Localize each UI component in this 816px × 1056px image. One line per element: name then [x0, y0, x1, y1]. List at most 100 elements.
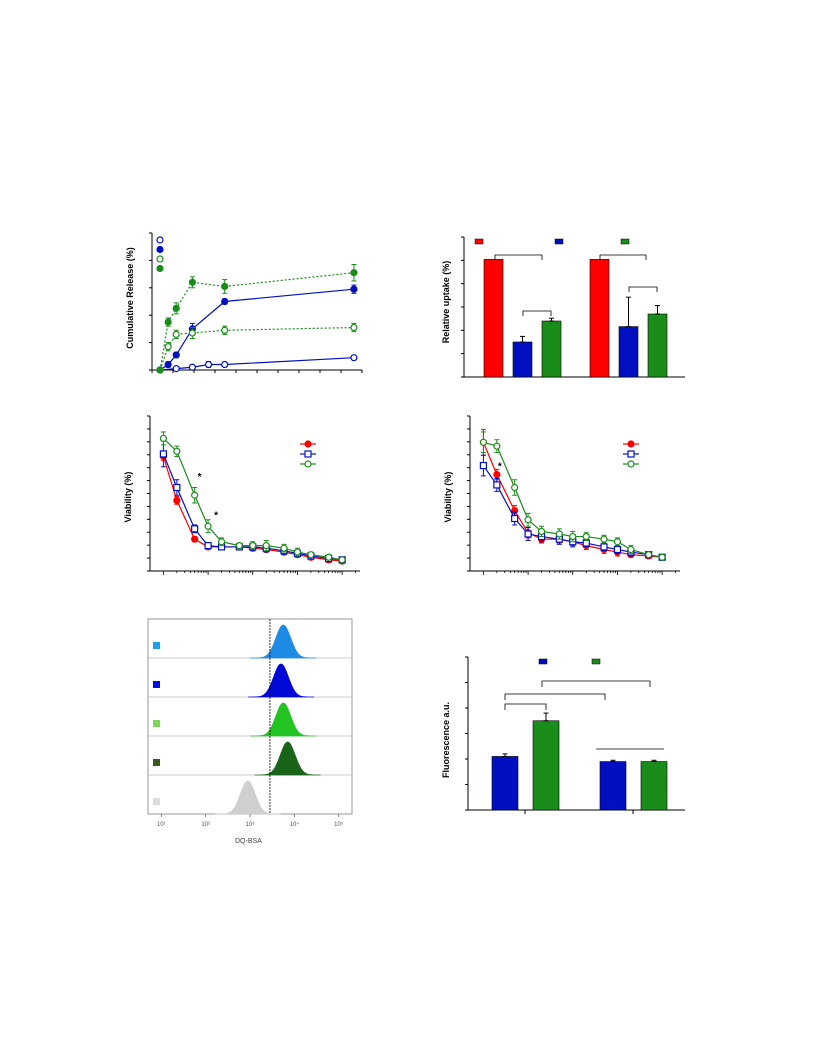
viability-1-point [173, 483, 181, 492]
flow-x-tick-label: 10² [201, 822, 210, 828]
fluorescence-y-axis-label: Fluorescence a.u. [441, 701, 451, 779]
uptake-bar [589, 259, 610, 378]
uptake-bar [512, 341, 533, 378]
flow-row-swatch [153, 759, 160, 766]
uptake-bar [647, 313, 668, 378]
fluorescence-legend-swatch [538, 658, 548, 665]
flow-histogram-chart: 10¹ 10² 10³ 10⁴ 10⁵ [147, 618, 353, 828]
viability-2-point [524, 530, 532, 538]
release-legend-marker [156, 245, 164, 254]
flow-histogram-peak [254, 741, 321, 776]
viability-2-point [569, 532, 577, 541]
uptake-bar [483, 259, 504, 378]
viability-1-point [325, 553, 333, 561]
viability-2-point [627, 545, 635, 554]
flow-histogram-peak [250, 624, 317, 659]
viability-1-legend-marker [304, 440, 312, 448]
uptake-error-bar [520, 335, 525, 343]
flow-row-swatch [153, 681, 160, 688]
uptake-panel: Relative uptake (%) [430, 225, 700, 390]
flow-frame [147, 618, 353, 815]
fluorescence-legend-swatch [591, 658, 601, 665]
uptake-y-axis-label: Relative uptake (%) [441, 260, 451, 344]
fluorescence-panel: Fluorescence a.u. [430, 645, 700, 825]
viability-1-point [204, 542, 212, 550]
viability-1-point [159, 434, 168, 443]
release-point [350, 269, 358, 277]
viability-2-point [511, 483, 519, 492]
release-point [172, 304, 180, 312]
viability-2-point [613, 538, 622, 546]
fluorescence-bar [640, 761, 668, 811]
release-legend-marker [156, 264, 164, 273]
release-point [164, 318, 172, 326]
uptake-error-bar [655, 305, 660, 315]
release-point [156, 366, 164, 374]
flow-x-tick-label: 10⁵ [334, 821, 344, 828]
viability-2-point [645, 551, 653, 559]
viability-2-y-axis-label: Viability (%) [443, 471, 453, 523]
flow-x-tick-label: 10³ [246, 822, 255, 828]
viability-1-legend-marker [304, 450, 312, 458]
release-chart [149, 232, 363, 374]
viability-2-legend-marker [627, 440, 635, 448]
flow-x-tick-label: 10⁴ [290, 821, 300, 828]
uptake-chart [461, 236, 685, 378]
uptake-legend-swatch [474, 238, 484, 245]
fluorescence-chart [465, 656, 685, 814]
viability-1-legend-marker [304, 460, 312, 468]
fluorescence-significance-bracket [541, 680, 651, 687]
viability-2-point [658, 553, 666, 561]
viability-2-point [479, 461, 488, 470]
viability-2-legend-marker [627, 460, 635, 468]
flow-x-axis-label: DQ-BSA [235, 838, 262, 845]
uptake-significance-bracket [599, 254, 647, 260]
release-legend-marker [156, 236, 164, 244]
viability-2-point [479, 438, 488, 446]
uptake-bar [618, 326, 639, 378]
uptake-significance-bracket [522, 310, 552, 316]
release-point [188, 278, 196, 286]
viability-2-point [613, 545, 622, 554]
release-point [221, 326, 229, 334]
flow-row-swatch [153, 642, 160, 649]
viability-2-point [493, 442, 501, 450]
release-point [164, 360, 172, 369]
viability-2-significance-mark: * [498, 461, 502, 472]
viability-1-point [249, 542, 257, 550]
release-point [350, 323, 358, 332]
viability-1-point [262, 542, 270, 550]
viability-1-point [191, 535, 199, 543]
viability-2-point [600, 535, 608, 543]
fluorescence-significance-bracket [504, 693, 606, 700]
release-point [221, 360, 229, 369]
viability-2-point [511, 514, 519, 523]
fluorescence-bar [532, 720, 560, 811]
release-series-line [159, 272, 354, 371]
release-point [350, 285, 358, 293]
release-point [164, 343, 172, 351]
release-point [172, 351, 180, 359]
viability-2-point [582, 532, 590, 541]
viability-1-point [159, 450, 168, 458]
uptake-error-bar [549, 317, 554, 322]
viability-panel-2: * Viability (%) [430, 408, 690, 583]
fluorescence-error-bar [502, 753, 508, 757]
uptake-legend-swatch [620, 238, 630, 245]
fluorescence-bar [491, 756, 519, 811]
viability-1-significance-mark: * [198, 472, 202, 483]
release-point [221, 282, 229, 291]
flow-histogram-peak [214, 780, 281, 815]
release-point [172, 365, 180, 373]
release-point [204, 360, 213, 369]
viability-1-point [280, 544, 288, 552]
viability-2-point [524, 516, 532, 524]
flow-histogram-peak [248, 663, 315, 698]
flow-histogram-peak [250, 702, 317, 737]
release-point [188, 363, 196, 371]
viability-chart-2: * [467, 415, 680, 575]
fluorescence-error-bar [543, 712, 549, 722]
release-point [172, 330, 180, 338]
viability-chart-1: ** [147, 415, 360, 575]
flow-x-tick-label: 10¹ [157, 822, 166, 828]
